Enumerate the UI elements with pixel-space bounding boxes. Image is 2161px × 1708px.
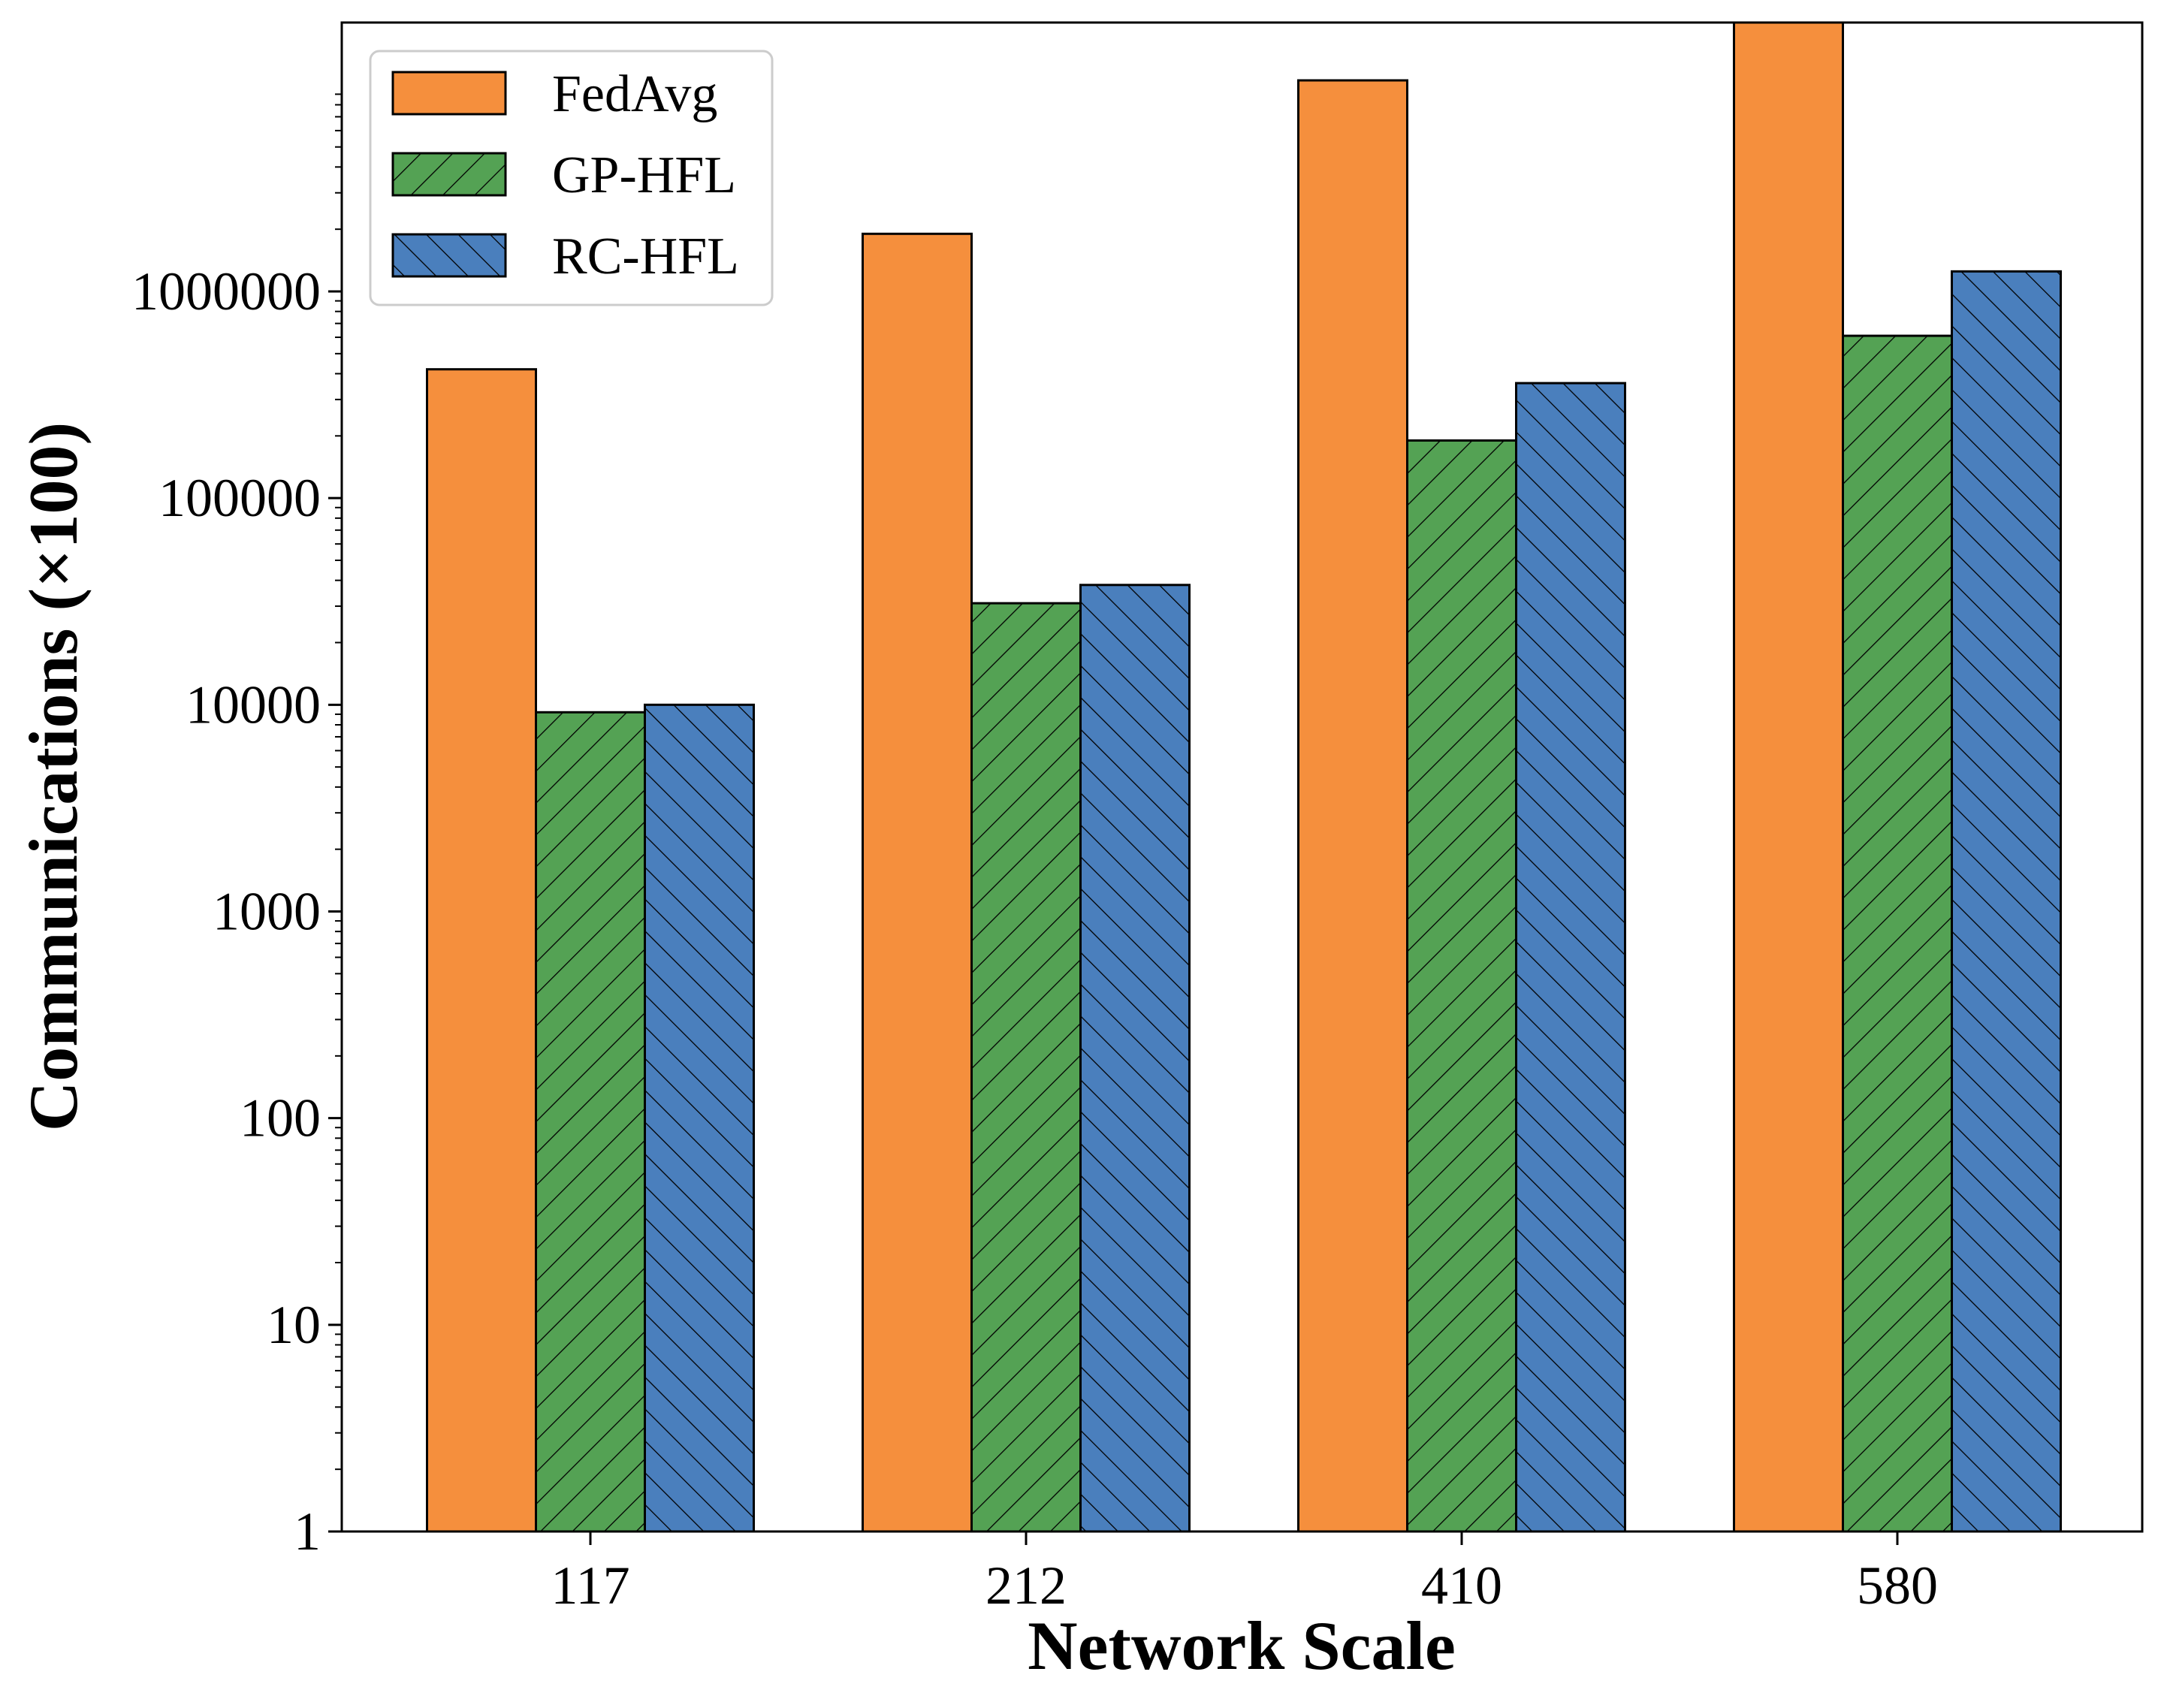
- legend-swatch-outline: [391, 152, 507, 197]
- y-tick-label: 10000: [186, 674, 321, 735]
- y-tick-label: 1000: [213, 882, 321, 942]
- legend-swatch-hatch: [393, 153, 506, 195]
- legend-swatch-hatch: [393, 234, 506, 276]
- bar-hatch: [971, 603, 1081, 1531]
- y-tick-label: 1: [294, 1501, 321, 1562]
- bar-outline: [1515, 382, 1626, 1531]
- y-tick-label: 100: [240, 1088, 321, 1148]
- x-axis-ticks: 117 212 410 580: [551, 1531, 1938, 1616]
- x-tick-label: 410: [1421, 1556, 1502, 1616]
- bar-hatch: [1080, 584, 1190, 1531]
- bar-outline: [644, 703, 755, 1531]
- bar-outline: [1079, 584, 1191, 1531]
- bar-hatch: [1843, 336, 1952, 1531]
- bar-fedavg-117: [427, 369, 536, 1531]
- bar-hatch: [1951, 271, 2061, 1531]
- bar-fedavg-410: [1298, 80, 1408, 1531]
- legend: FedAvg GP-HFL RC-HFL: [369, 50, 774, 306]
- x-tick-label: 580: [1857, 1556, 1938, 1616]
- bars-layer: [426, 23, 2062, 1531]
- bar-hatch: [1516, 383, 1625, 1531]
- y-axis-ticks: 1 10 100 1000 10000 100000 1000000: [131, 93, 342, 1562]
- x-tick-label: 117: [551, 1556, 629, 1616]
- legend-label-rc-hfl: RC-HFL: [552, 228, 739, 285]
- bar-hatch: [1407, 440, 1517, 1531]
- bar-outline: [1951, 270, 2062, 1531]
- y-tick-label: 10: [267, 1295, 321, 1355]
- bar-fedavg-212: [862, 234, 972, 1531]
- legend-swatch-outline: [391, 71, 507, 116]
- y-tick-label: 1000000: [131, 261, 321, 321]
- legend-label-gp-hfl: GP-HFL: [552, 146, 736, 204]
- bar-hatch: [644, 705, 754, 1531]
- plot-frame: [340, 21, 2144, 1533]
- bar-hatch: [536, 712, 645, 1531]
- x-tick-label: 212: [985, 1556, 1067, 1616]
- x-axis-title: Network Scale: [1028, 1607, 1456, 1684]
- legend-swatch-outline: [391, 233, 507, 278]
- y-axis-title: Communications (×100): [15, 422, 92, 1131]
- bar-fedavg-580: [1734, 23, 1843, 1531]
- y-tick-label: 100000: [158, 468, 321, 528]
- legend-label-fedavg: FedAvg: [552, 65, 717, 123]
- legend-swatch-fedavg: [393, 72, 506, 114]
